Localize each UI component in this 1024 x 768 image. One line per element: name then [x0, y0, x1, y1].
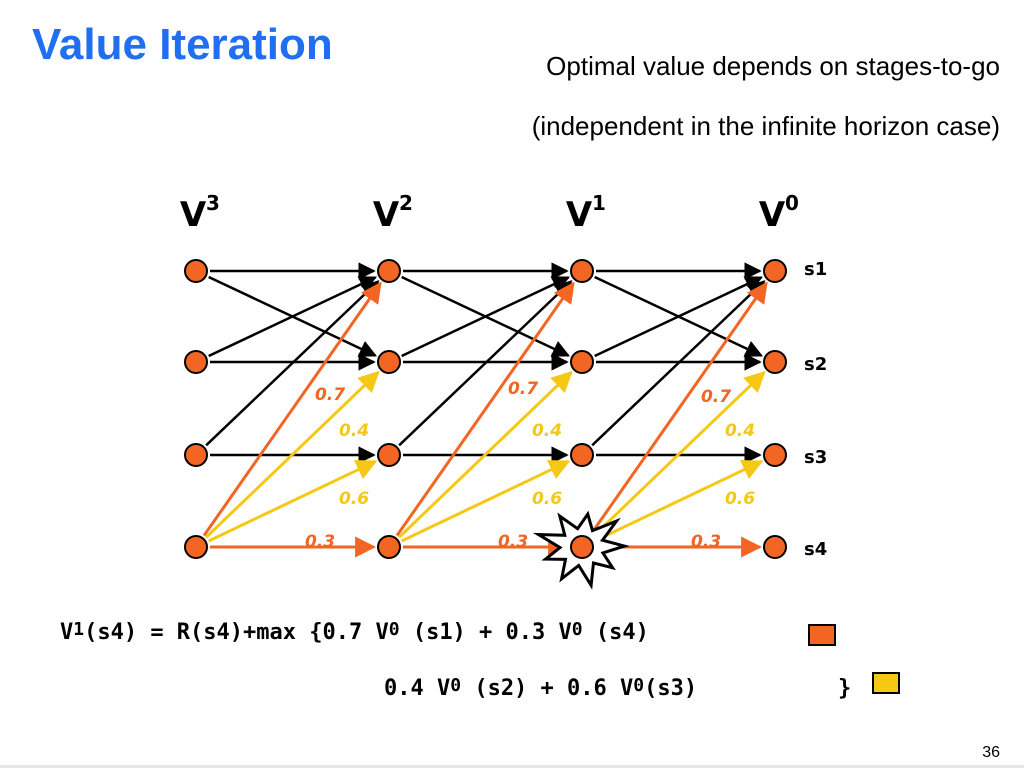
prob-label-s2: 0.4: [725, 421, 755, 441]
eq1-part-c: (s1) + 0.3 V: [399, 620, 572, 645]
state-node: [184, 535, 208, 559]
subtitle-line-1: Optimal value depends on stages-to-go: [546, 51, 1000, 81]
arrow-orange-s4-to-s1: [395, 281, 575, 537]
state-node: [377, 350, 401, 374]
column-header-superscript: 1: [592, 191, 606, 215]
eq1-sup-1: 1: [73, 619, 85, 640]
prob-label-s2: 0.4: [339, 421, 369, 441]
prob-label-s1: 0.7: [701, 387, 731, 407]
state-label-s4: s4: [804, 539, 827, 560]
state-node: [377, 443, 401, 467]
state-node: [184, 350, 208, 374]
prob-label-s3: 0.6: [725, 489, 755, 509]
bottom-rule: [0, 765, 1024, 768]
eq1-sup-3: 0: [571, 619, 583, 640]
arrow-yellow-s4-to-s3: [593, 460, 764, 543]
prob-label-s1: 0.7: [315, 385, 345, 405]
state-node: [570, 443, 594, 467]
legend-yellow-swatch: [872, 672, 900, 694]
column-header-superscript: 2: [399, 191, 413, 215]
state-node: [377, 259, 401, 283]
state-node: [763, 535, 787, 559]
arrow-black: [208, 276, 378, 358]
state-label-s2: s2: [804, 354, 827, 375]
eq1-v: V: [60, 620, 74, 645]
arrow-black: [205, 280, 380, 447]
column-header: V: [373, 195, 400, 235]
arrow-yellow-s4-to-s3: [207, 460, 378, 543]
equation-close-brace: }: [838, 676, 852, 701]
arrow-orange-s4-to-s1: [588, 281, 768, 537]
prob-label-s2: 0.4: [532, 421, 562, 441]
state-label-s3: s3: [804, 447, 827, 468]
prob-label-s3: 0.6: [339, 489, 369, 509]
column-header: V: [759, 195, 786, 235]
eq1-part-b: (s4) = R(s4)+max {0.7 V: [84, 620, 389, 645]
state-label-s1: s1: [804, 259, 827, 280]
arrow-yellow-s4-to-s2: [398, 370, 573, 539]
state-node: [184, 443, 208, 467]
arrow-yellow-s4-to-s3: [400, 460, 571, 543]
state-node: [763, 259, 787, 283]
state-node: [763, 443, 787, 467]
state-node: [570, 259, 594, 283]
arrow-black: [591, 280, 766, 447]
eq2-sup-2: 0: [633, 675, 645, 696]
legend-orange-swatch: [808, 624, 836, 646]
arrow-black: [398, 280, 573, 447]
equation-line-1: V1(s4) = R(s4)+max {0.7 V0 (s1) + 0.3 V0…: [60, 619, 649, 645]
state-node: [184, 259, 208, 283]
arrow-yellow-s4-to-s2: [205, 370, 380, 539]
prob-label-s3: 0.6: [532, 489, 562, 509]
eq2-part-a: 0.4 V: [384, 676, 451, 701]
prob-label-s4: 0.3: [305, 532, 335, 552]
state-node: [763, 350, 787, 374]
page-number: 36: [982, 744, 1000, 761]
column-header-superscript: 0: [785, 191, 799, 215]
state-node: [570, 535, 594, 559]
arrow-black: [594, 276, 764, 358]
state-node: [377, 535, 401, 559]
eq2-part-c: (s3): [644, 676, 698, 701]
column-header: V: [180, 195, 207, 235]
eq1-sup-2: 0: [388, 619, 400, 640]
arrow-orange-s4-to-s1: [202, 281, 382, 537]
column-header: V: [566, 195, 593, 235]
slide-title: Value Iteration: [32, 20, 333, 69]
column-header-superscript: 3: [206, 191, 220, 215]
arrow-yellow-s4-to-s2: [591, 370, 766, 539]
arrow-black: [401, 276, 571, 358]
eq2-part-b: (s2) + 0.6 V: [461, 676, 634, 701]
slide-subtitle: Optimal value depends on stages-to-go (i…: [532, 36, 1000, 156]
prob-label-s1: 0.7: [508, 379, 538, 399]
eq1-part-d: (s4): [582, 620, 649, 645]
prob-label-s4: 0.3: [691, 532, 721, 552]
equation-line-2: 0.4 V0 (s2) + 0.6 V0(s3): [384, 675, 698, 701]
eq2-sup-1: 0: [450, 675, 462, 696]
state-node: [570, 350, 594, 374]
subtitle-line-2: (independent in the infinite horizon cas…: [531, 111, 1000, 141]
prob-label-s4: 0.3: [498, 532, 528, 552]
